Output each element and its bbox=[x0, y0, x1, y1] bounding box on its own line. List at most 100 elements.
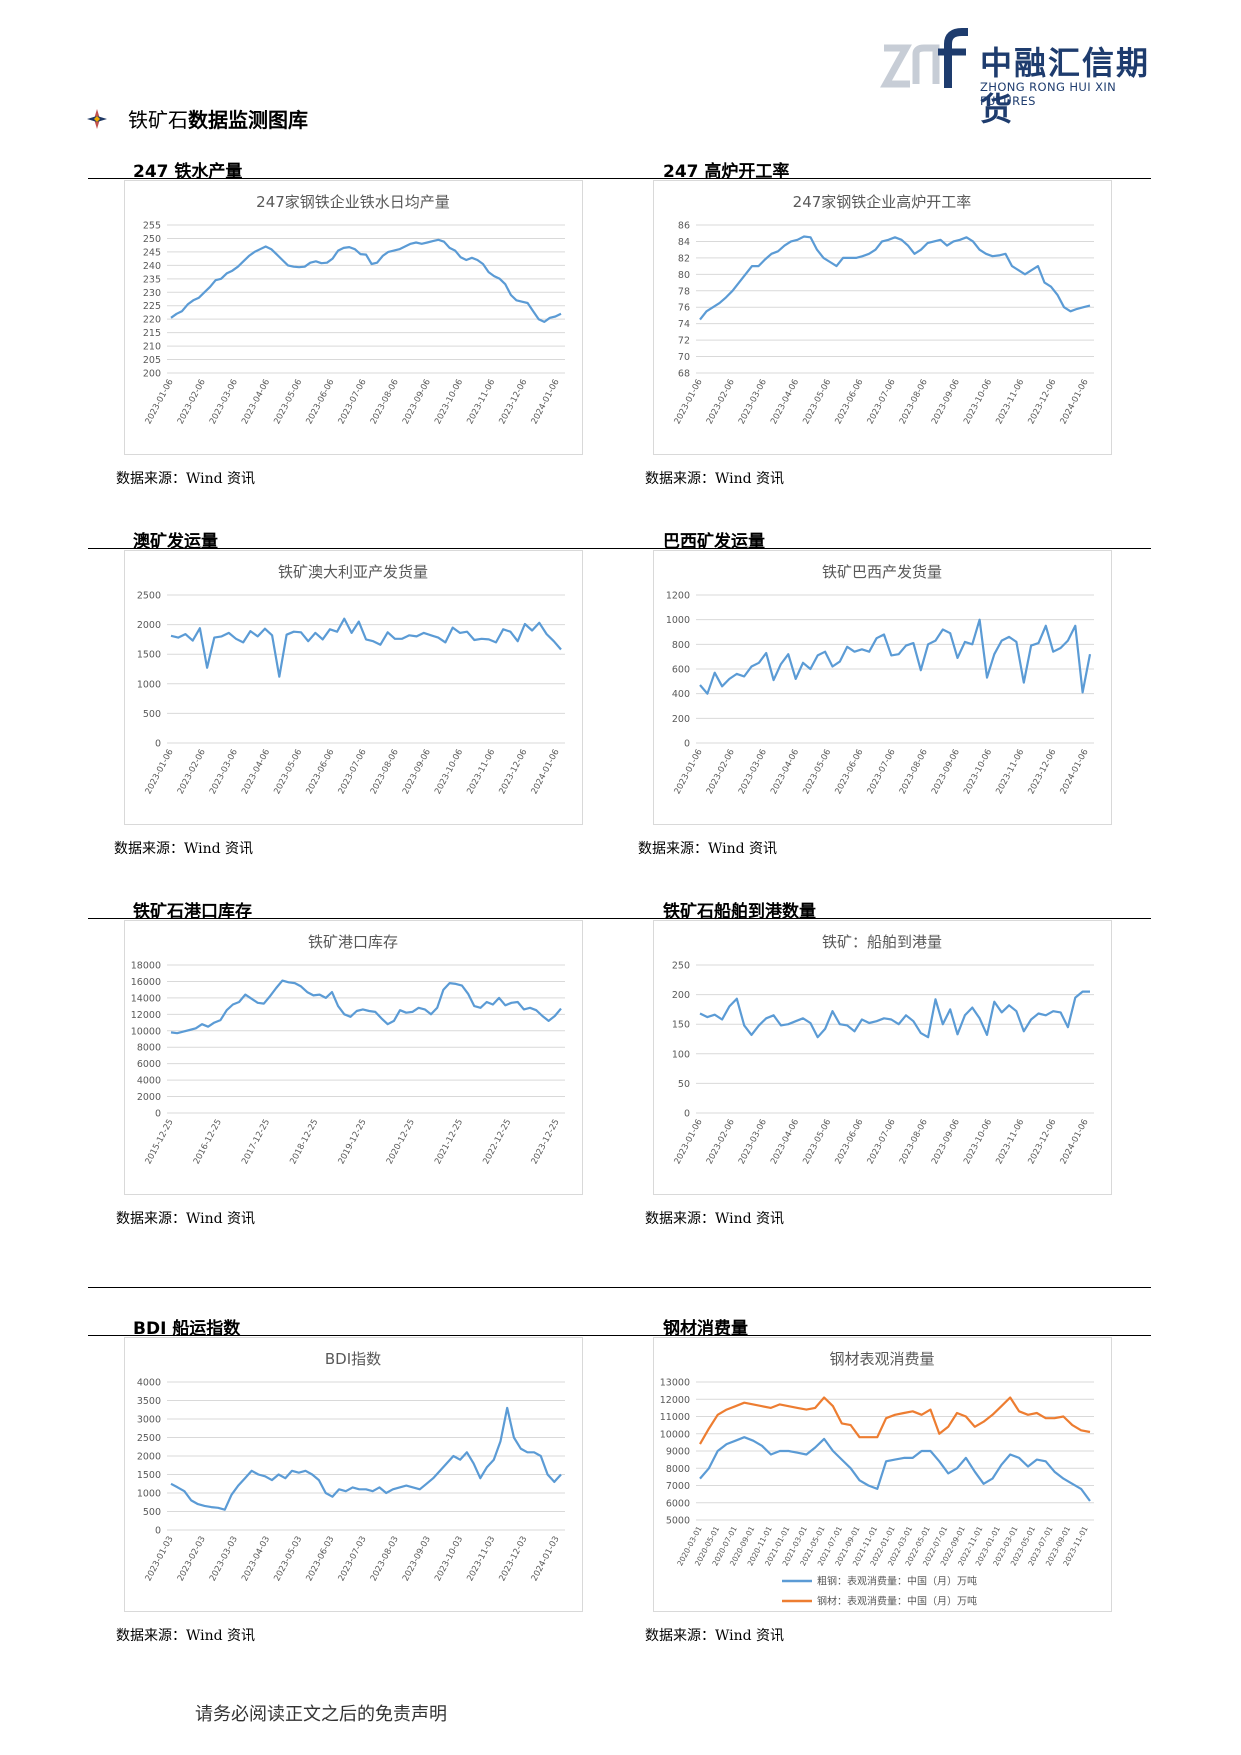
y-tick-label: 1500 bbox=[137, 1470, 161, 1481]
y-tick-label: 2000 bbox=[137, 620, 161, 631]
y-tick-label: 2000 bbox=[137, 1092, 161, 1103]
x-tick-label: 2015-12-25 bbox=[144, 1118, 176, 1166]
section-title-bdi: BDI 船运指数 bbox=[133, 1319, 241, 1339]
x-tick-label: 2023-05-03 bbox=[272, 1535, 304, 1583]
x-tick-label: 2023-12-06 bbox=[1026, 748, 1058, 796]
y-tick-label: 250 bbox=[672, 961, 690, 972]
series-line-1 bbox=[699, 1436, 1091, 1502]
x-tick-label: 2023-06-06 bbox=[833, 378, 865, 426]
y-tick-label: 68 bbox=[678, 369, 690, 380]
y-tick-label: 255 bbox=[143, 221, 161, 232]
x-tick-label: 2023-02-06 bbox=[176, 378, 208, 426]
y-tick-label: 1000 bbox=[666, 615, 690, 626]
y-tick-label: 12000 bbox=[660, 1395, 690, 1406]
x-tick-label: 2023-12-06 bbox=[497, 378, 529, 426]
y-tick-label: 230 bbox=[143, 288, 161, 299]
x-tick-label: 2023-03-06 bbox=[737, 378, 769, 426]
y-tick-label: 0 bbox=[155, 1109, 161, 1120]
chart-hot-metal-output: 247家钢铁企业铁水日均产量 200 205 210 215 220 225 230 235 24… bbox=[124, 180, 583, 455]
section-rule bbox=[88, 1287, 1151, 1288]
x-tick-label: 2023-07-06 bbox=[866, 1118, 898, 1166]
x-tick-label: 2023-06-06 bbox=[833, 748, 865, 796]
x-tick-label: 2024-01-06 bbox=[530, 378, 562, 426]
x-tick-label: 2023-02-03 bbox=[176, 1535, 208, 1583]
x-tick-label: 2023-12-25 bbox=[530, 1118, 562, 1166]
y-tick-label: 2000 bbox=[137, 1452, 161, 1463]
x-tick-label: 2023-03-03 bbox=[208, 1535, 240, 1583]
source-note: 数据来源：Wind 资讯 bbox=[116, 1628, 256, 1644]
x-tick-label: 2024-01-06 bbox=[1059, 378, 1091, 426]
x-tick-label: 2023-10-06 bbox=[962, 1118, 994, 1166]
y-tick-label: 3000 bbox=[137, 1415, 161, 1426]
y-tick-label: 50 bbox=[678, 1079, 690, 1090]
legend-label: 钢材：表观消费量：中国（月）万吨 bbox=[817, 1595, 977, 1608]
y-tick-label: 500 bbox=[143, 709, 161, 720]
x-tick-label: 2016-12-25 bbox=[192, 1118, 224, 1166]
series-line-1 bbox=[699, 990, 1090, 1039]
y-tick-label: 70 bbox=[678, 352, 690, 363]
x-tick-label: 2023-01-06 bbox=[673, 378, 705, 426]
y-tick-label: 82 bbox=[678, 253, 690, 264]
y-tick-label: 200 bbox=[672, 714, 690, 725]
x-tick-label: 2023-03-06 bbox=[208, 378, 240, 426]
y-tick-label: 240 bbox=[143, 261, 161, 272]
x-tick-label: 2023-09-06 bbox=[930, 1118, 962, 1166]
x-tick-label: 2023-07-06 bbox=[866, 378, 898, 426]
x-tick-label: 2022-12-25 bbox=[481, 1118, 513, 1166]
y-tick-label: 1500 bbox=[137, 650, 161, 661]
x-tick-label: 2023-06-03 bbox=[304, 1535, 336, 1583]
chart-port-inventory: 铁矿港口库存 0 2000 4000 6000 8000 10000 12000 14000 16… bbox=[124, 920, 583, 1195]
series-line-1 bbox=[170, 1406, 562, 1511]
y-tick-label: 14000 bbox=[131, 993, 161, 1004]
series-line-1 bbox=[170, 238, 562, 323]
source-note: 数据来源：Wind 资讯 bbox=[645, 1211, 785, 1227]
x-tick-label: 2023-12-03 bbox=[497, 1535, 529, 1583]
x-tick-label: 2023-05-06 bbox=[801, 378, 833, 426]
y-tick-label: 84 bbox=[678, 237, 690, 248]
series-line-1 bbox=[699, 235, 1091, 321]
section-title-steel-consumption: 钢材消费量 bbox=[663, 1319, 748, 1339]
x-tick-label: 2023-02-06 bbox=[705, 748, 737, 796]
x-tick-label: 2023-09-03 bbox=[401, 1535, 433, 1583]
x-tick-label: 2024-01-06 bbox=[1059, 748, 1091, 796]
y-tick-label: 86 bbox=[678, 221, 690, 232]
page-title: 铁矿石数据监测图库 bbox=[128, 104, 308, 133]
x-tick-label: 2023-05-06 bbox=[272, 748, 304, 796]
section-title-hot-metal: 247 铁水产量 bbox=[133, 162, 243, 182]
x-tick-label: 2023-02-06 bbox=[705, 378, 737, 426]
section-title-australia-shipment: 澳矿发运量 bbox=[133, 532, 218, 552]
x-tick-label: 2023-04-06 bbox=[769, 378, 801, 426]
logo-chinese-name: 中融汇信期货 bbox=[980, 44, 1151, 128]
y-tick-label: 6000 bbox=[137, 1059, 161, 1070]
chart-title: 铁矿巴西产发货量 bbox=[822, 563, 942, 581]
x-tick-label: 2023-08-03 bbox=[369, 1535, 401, 1583]
x-tick-label: 2023-10-03 bbox=[433, 1535, 465, 1583]
x-tick-label: 2023-06-06 bbox=[304, 378, 336, 426]
y-tick-label: 4000 bbox=[137, 1378, 161, 1389]
x-tick-label: 2023-03-06 bbox=[737, 748, 769, 796]
y-tick-label: 8000 bbox=[666, 1464, 690, 1475]
x-tick-label: 2023-01-06 bbox=[673, 748, 705, 796]
y-tick-label: 0 bbox=[684, 739, 690, 750]
y-tick-label: 210 bbox=[143, 342, 161, 353]
x-tick-label: 2023-06-06 bbox=[304, 748, 336, 796]
x-tick-label: 2021-12-25 bbox=[433, 1118, 465, 1166]
section-rule bbox=[88, 918, 1151, 919]
y-tick-label: 76 bbox=[678, 303, 690, 314]
series-line-1 bbox=[699, 618, 1092, 695]
x-tick-label: 2023-04-03 bbox=[240, 1535, 272, 1583]
x-tick-label: 2017-12-25 bbox=[240, 1118, 272, 1166]
x-tick-label: 2023-11-06 bbox=[465, 378, 497, 426]
x-tick-label: 2023-10-06 bbox=[962, 378, 994, 426]
chart-steel-consumption: 钢材表观消费量 5000 6000 7000 8000 9000 10000 11000 120… bbox=[653, 1337, 1112, 1612]
x-tick-label: 2023-05-06 bbox=[801, 1118, 833, 1166]
y-tick-label: 220 bbox=[143, 315, 161, 326]
x-tick-label: 2023-08-06 bbox=[898, 378, 930, 426]
legend-label: 粗钢：表观消费量：中国（月）万吨 bbox=[817, 1575, 977, 1588]
section-rule bbox=[88, 548, 1151, 549]
chart-blast-furnace-rate: 247家钢铁企业高炉开工率 68 70 72 74 76 78 80 82 84 86 2023-01… bbox=[653, 180, 1112, 455]
x-tick-label: 2019-12-25 bbox=[337, 1118, 369, 1166]
bullet-icon bbox=[87, 109, 107, 129]
x-tick-label: 2023-11-06 bbox=[994, 1118, 1026, 1166]
chart-title: 铁矿：船舶到港量 bbox=[822, 933, 942, 951]
